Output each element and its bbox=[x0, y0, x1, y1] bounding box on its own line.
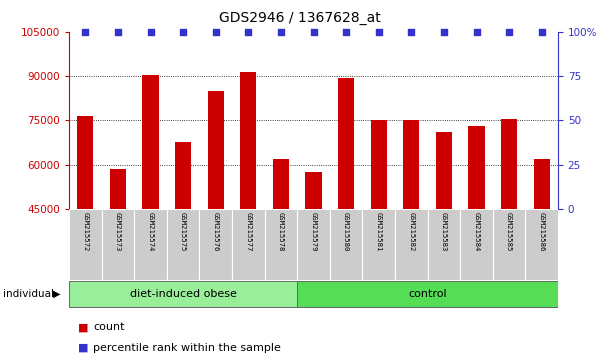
Text: GSM215573: GSM215573 bbox=[115, 212, 121, 252]
Bar bbox=[330, 209, 362, 280]
Point bbox=[407, 29, 416, 35]
Text: ■: ■ bbox=[78, 322, 89, 332]
Bar bbox=[436, 132, 452, 209]
Bar bbox=[134, 209, 167, 280]
Text: GDS2946 / 1367628_at: GDS2946 / 1367628_at bbox=[219, 11, 381, 25]
Point bbox=[80, 29, 90, 35]
Point bbox=[341, 29, 351, 35]
Bar bbox=[240, 72, 256, 209]
Bar bbox=[501, 119, 517, 209]
Point bbox=[113, 29, 123, 35]
Bar bbox=[297, 281, 558, 307]
Bar bbox=[428, 209, 460, 280]
Bar bbox=[533, 159, 550, 209]
Bar bbox=[142, 75, 158, 209]
Point bbox=[276, 29, 286, 35]
Point bbox=[374, 29, 383, 35]
Text: GSM215572: GSM215572 bbox=[82, 212, 88, 252]
Bar bbox=[493, 209, 526, 280]
Text: GSM215582: GSM215582 bbox=[409, 212, 415, 252]
Bar bbox=[273, 159, 289, 209]
Bar bbox=[69, 209, 101, 280]
Text: GSM215576: GSM215576 bbox=[212, 212, 218, 252]
Bar bbox=[175, 143, 191, 209]
Point bbox=[244, 29, 253, 35]
Bar bbox=[265, 209, 297, 280]
Bar bbox=[526, 209, 558, 280]
Text: ■: ■ bbox=[78, 343, 89, 353]
Text: GSM215580: GSM215580 bbox=[343, 212, 349, 252]
Text: GSM215578: GSM215578 bbox=[278, 212, 284, 252]
Bar bbox=[305, 172, 322, 209]
Bar bbox=[199, 209, 232, 280]
Point bbox=[472, 29, 481, 35]
Point bbox=[439, 29, 449, 35]
Text: GSM215583: GSM215583 bbox=[441, 212, 447, 252]
Text: GSM215581: GSM215581 bbox=[376, 212, 382, 252]
Text: GSM215585: GSM215585 bbox=[506, 212, 512, 252]
Point bbox=[211, 29, 221, 35]
Bar bbox=[371, 120, 387, 209]
Point bbox=[309, 29, 319, 35]
Bar bbox=[208, 91, 224, 209]
Bar bbox=[110, 169, 126, 209]
Text: GSM215586: GSM215586 bbox=[539, 212, 545, 252]
Bar bbox=[167, 209, 199, 280]
Text: GSM215584: GSM215584 bbox=[473, 212, 479, 252]
Bar bbox=[403, 120, 419, 209]
Bar bbox=[395, 209, 428, 280]
Text: diet-induced obese: diet-induced obese bbox=[130, 289, 236, 299]
Text: GSM215575: GSM215575 bbox=[180, 212, 186, 252]
Bar bbox=[69, 281, 297, 307]
Bar bbox=[101, 209, 134, 280]
Point bbox=[537, 29, 547, 35]
Point bbox=[505, 29, 514, 35]
Bar bbox=[460, 209, 493, 280]
Text: GSM215579: GSM215579 bbox=[311, 212, 317, 252]
Text: individual: individual bbox=[3, 289, 54, 299]
Point bbox=[178, 29, 188, 35]
Point bbox=[146, 29, 155, 35]
Text: percentile rank within the sample: percentile rank within the sample bbox=[93, 343, 281, 353]
Bar bbox=[362, 209, 395, 280]
Bar bbox=[232, 209, 265, 280]
Text: GSM215577: GSM215577 bbox=[245, 212, 251, 252]
Text: GSM215574: GSM215574 bbox=[148, 212, 154, 252]
Text: count: count bbox=[93, 322, 125, 332]
Text: ▶: ▶ bbox=[53, 289, 60, 299]
Bar bbox=[469, 126, 485, 209]
Text: control: control bbox=[408, 289, 447, 299]
Bar bbox=[77, 116, 94, 209]
Bar bbox=[297, 209, 330, 280]
Bar bbox=[338, 78, 354, 209]
